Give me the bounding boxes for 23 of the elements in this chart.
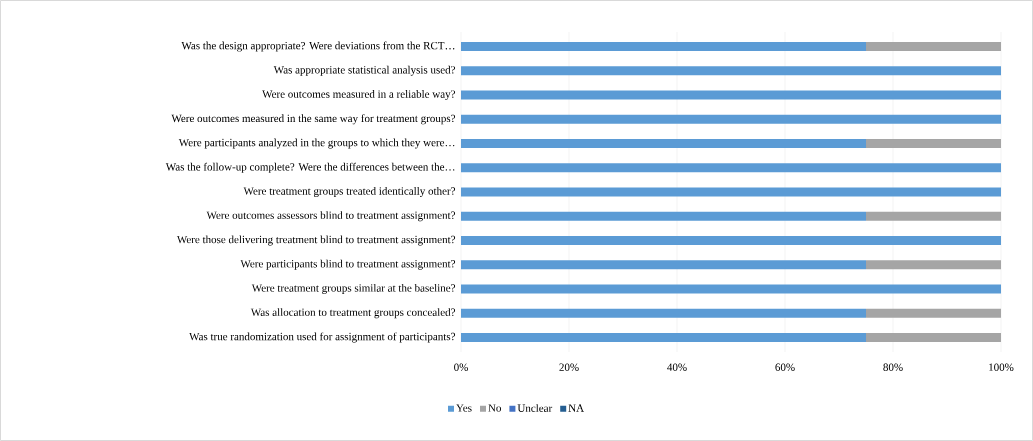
- x-tick-label: 80%: [883, 363, 903, 371]
- y-tick-label: Was the follow-up complete? Were the differences between the…: [165, 162, 455, 173]
- y-tick-label: Were outcomes measured in the same way for treatment groups?: [171, 114, 456, 125]
- y-tick-label: Was true randomization used for assignment of participants?: [189, 332, 456, 343]
- legend-label: Unclear: [517, 404, 553, 412]
- y-tick-label: Were treatment groups similar at the baseline?: [251, 283, 456, 294]
- y-tick-label: Was the design appropriate? Were deviations from the RCT…: [181, 41, 455, 52]
- legend-label: Yes: [456, 404, 472, 412]
- legend-label: NA: [568, 404, 584, 412]
- y-tick-label: Were participants blind to treatment assignment?: [240, 259, 456, 270]
- y-tick-label: Were treatment groups treated identically other?: [243, 187, 456, 198]
- x-tick-label: 20%: [559, 363, 579, 371]
- legend-label: No: [488, 404, 501, 412]
- y-tick-label: Were those delivering treatment blind to treatment assignment?: [176, 235, 456, 246]
- y-tick-label: Were participants analyzed in the groups to which they were…: [178, 138, 455, 149]
- x-tick-label: 100%: [989, 363, 1014, 371]
- x-tick-label: 60%: [775, 363, 795, 371]
- y-tick-label: Was allocation to treatment groups concealed?: [250, 308, 456, 319]
- x-tick-label: 0%: [454, 363, 468, 371]
- x-tick-label: 40%: [667, 363, 687, 371]
- y-tick-label: Were outcomes assessors blind to treatment assignment?: [206, 211, 456, 222]
- y-tick-label: Was appropriate statistical analysis used?: [273, 65, 456, 76]
- y-tick-label: Were outcomes measured in a reliable way?: [262, 90, 456, 101]
